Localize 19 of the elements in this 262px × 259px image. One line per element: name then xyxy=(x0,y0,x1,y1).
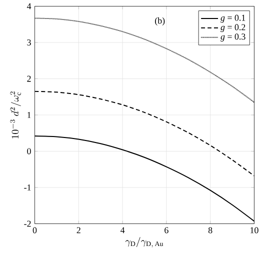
y-tick-label: 3 xyxy=(27,39,31,46)
y-tick-label: 2 xyxy=(27,76,31,82)
annotation: (b) xyxy=(155,17,165,26)
x-tick-label: 6 xyxy=(164,226,168,234)
y-tick-label: -2 xyxy=(24,220,31,226)
x-axis-title: $\gamma_{\mathrm{D}}/\gamma_{\mathrm{D,\,Au}}$ xyxy=(125,236,164,248)
y-axis-title: $10^{-3}\ d^{2}/\omega_{\mathrm{c}}^{2}$ xyxy=(10,91,21,138)
x-tick-label: 2 xyxy=(76,226,80,233)
x-tick-label: 10 xyxy=(250,226,258,234)
legend-label: g = 0.3 xyxy=(220,33,246,42)
x-tick-label: 8 xyxy=(208,226,212,234)
legend-label: g = 0.2 xyxy=(220,24,246,32)
y-tick-label: 4 xyxy=(26,3,32,9)
x-tick-label: 4 xyxy=(120,226,125,233)
y-tick-label: 1 xyxy=(28,112,31,118)
y-tick-label: 0 xyxy=(27,148,31,154)
legend-label: g = 0.1 xyxy=(220,14,246,22)
x-tick-label: 0 xyxy=(32,226,37,234)
y-tick-label: -1 xyxy=(24,184,31,190)
